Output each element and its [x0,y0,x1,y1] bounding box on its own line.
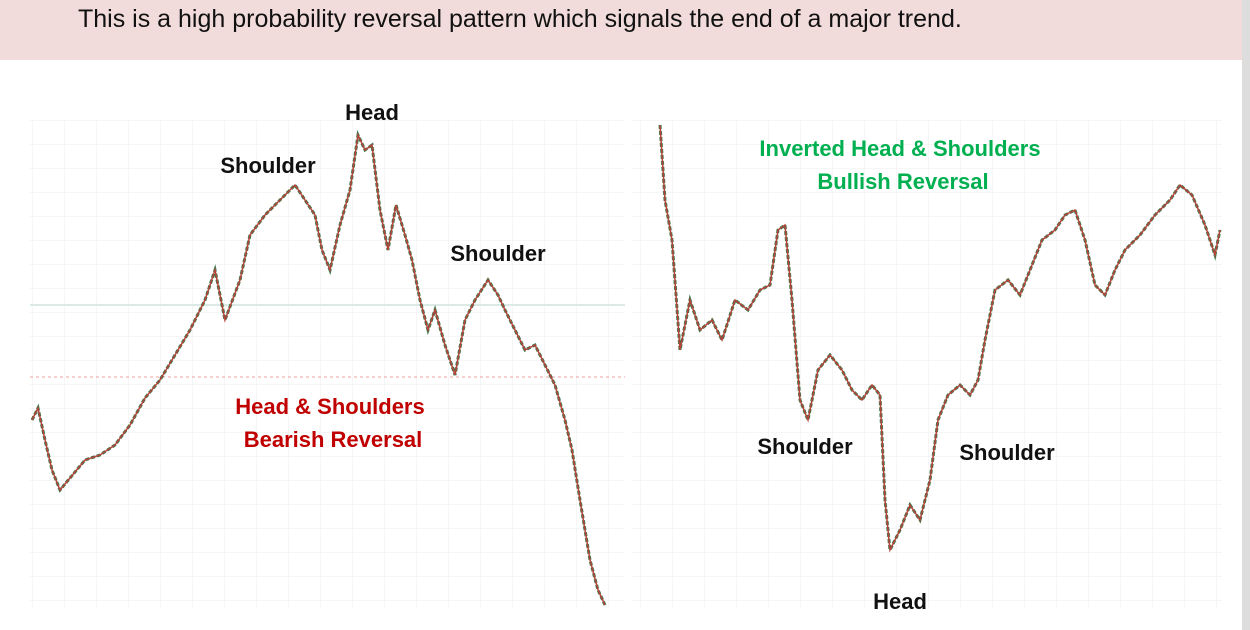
right-shoulder-label: Shoulder [959,440,1055,465]
left-shoulder-label: Shoulder [220,153,316,178]
grid [632,120,1222,608]
left-chart: Head Shoulder Shoulder Head & Shoulders … [30,100,625,608]
pattern-subtitle: Bearish Reversal [244,427,423,452]
edge [1242,0,1250,630]
pattern-title: Inverted Head & Shoulders [759,136,1040,161]
pattern-subtitle: Bullish Reversal [817,169,988,194]
pattern-title: Head & Shoulders [235,394,424,419]
banner-text: This is a high probability reversal patt… [78,5,962,33]
head-label: Head [873,589,927,614]
left-shoulder-label: Shoulder [757,434,853,459]
right-shoulder-label: Shoulder [450,241,546,266]
banner: This is a high probability reversal patt… [0,0,1242,60]
price-wicks [31,132,606,606]
price-wicks [659,124,1221,553]
head-label: Head [345,100,399,125]
grid [30,120,625,608]
right-chart: Inverted Head & Shoulders Bullish Revers… [632,120,1222,614]
